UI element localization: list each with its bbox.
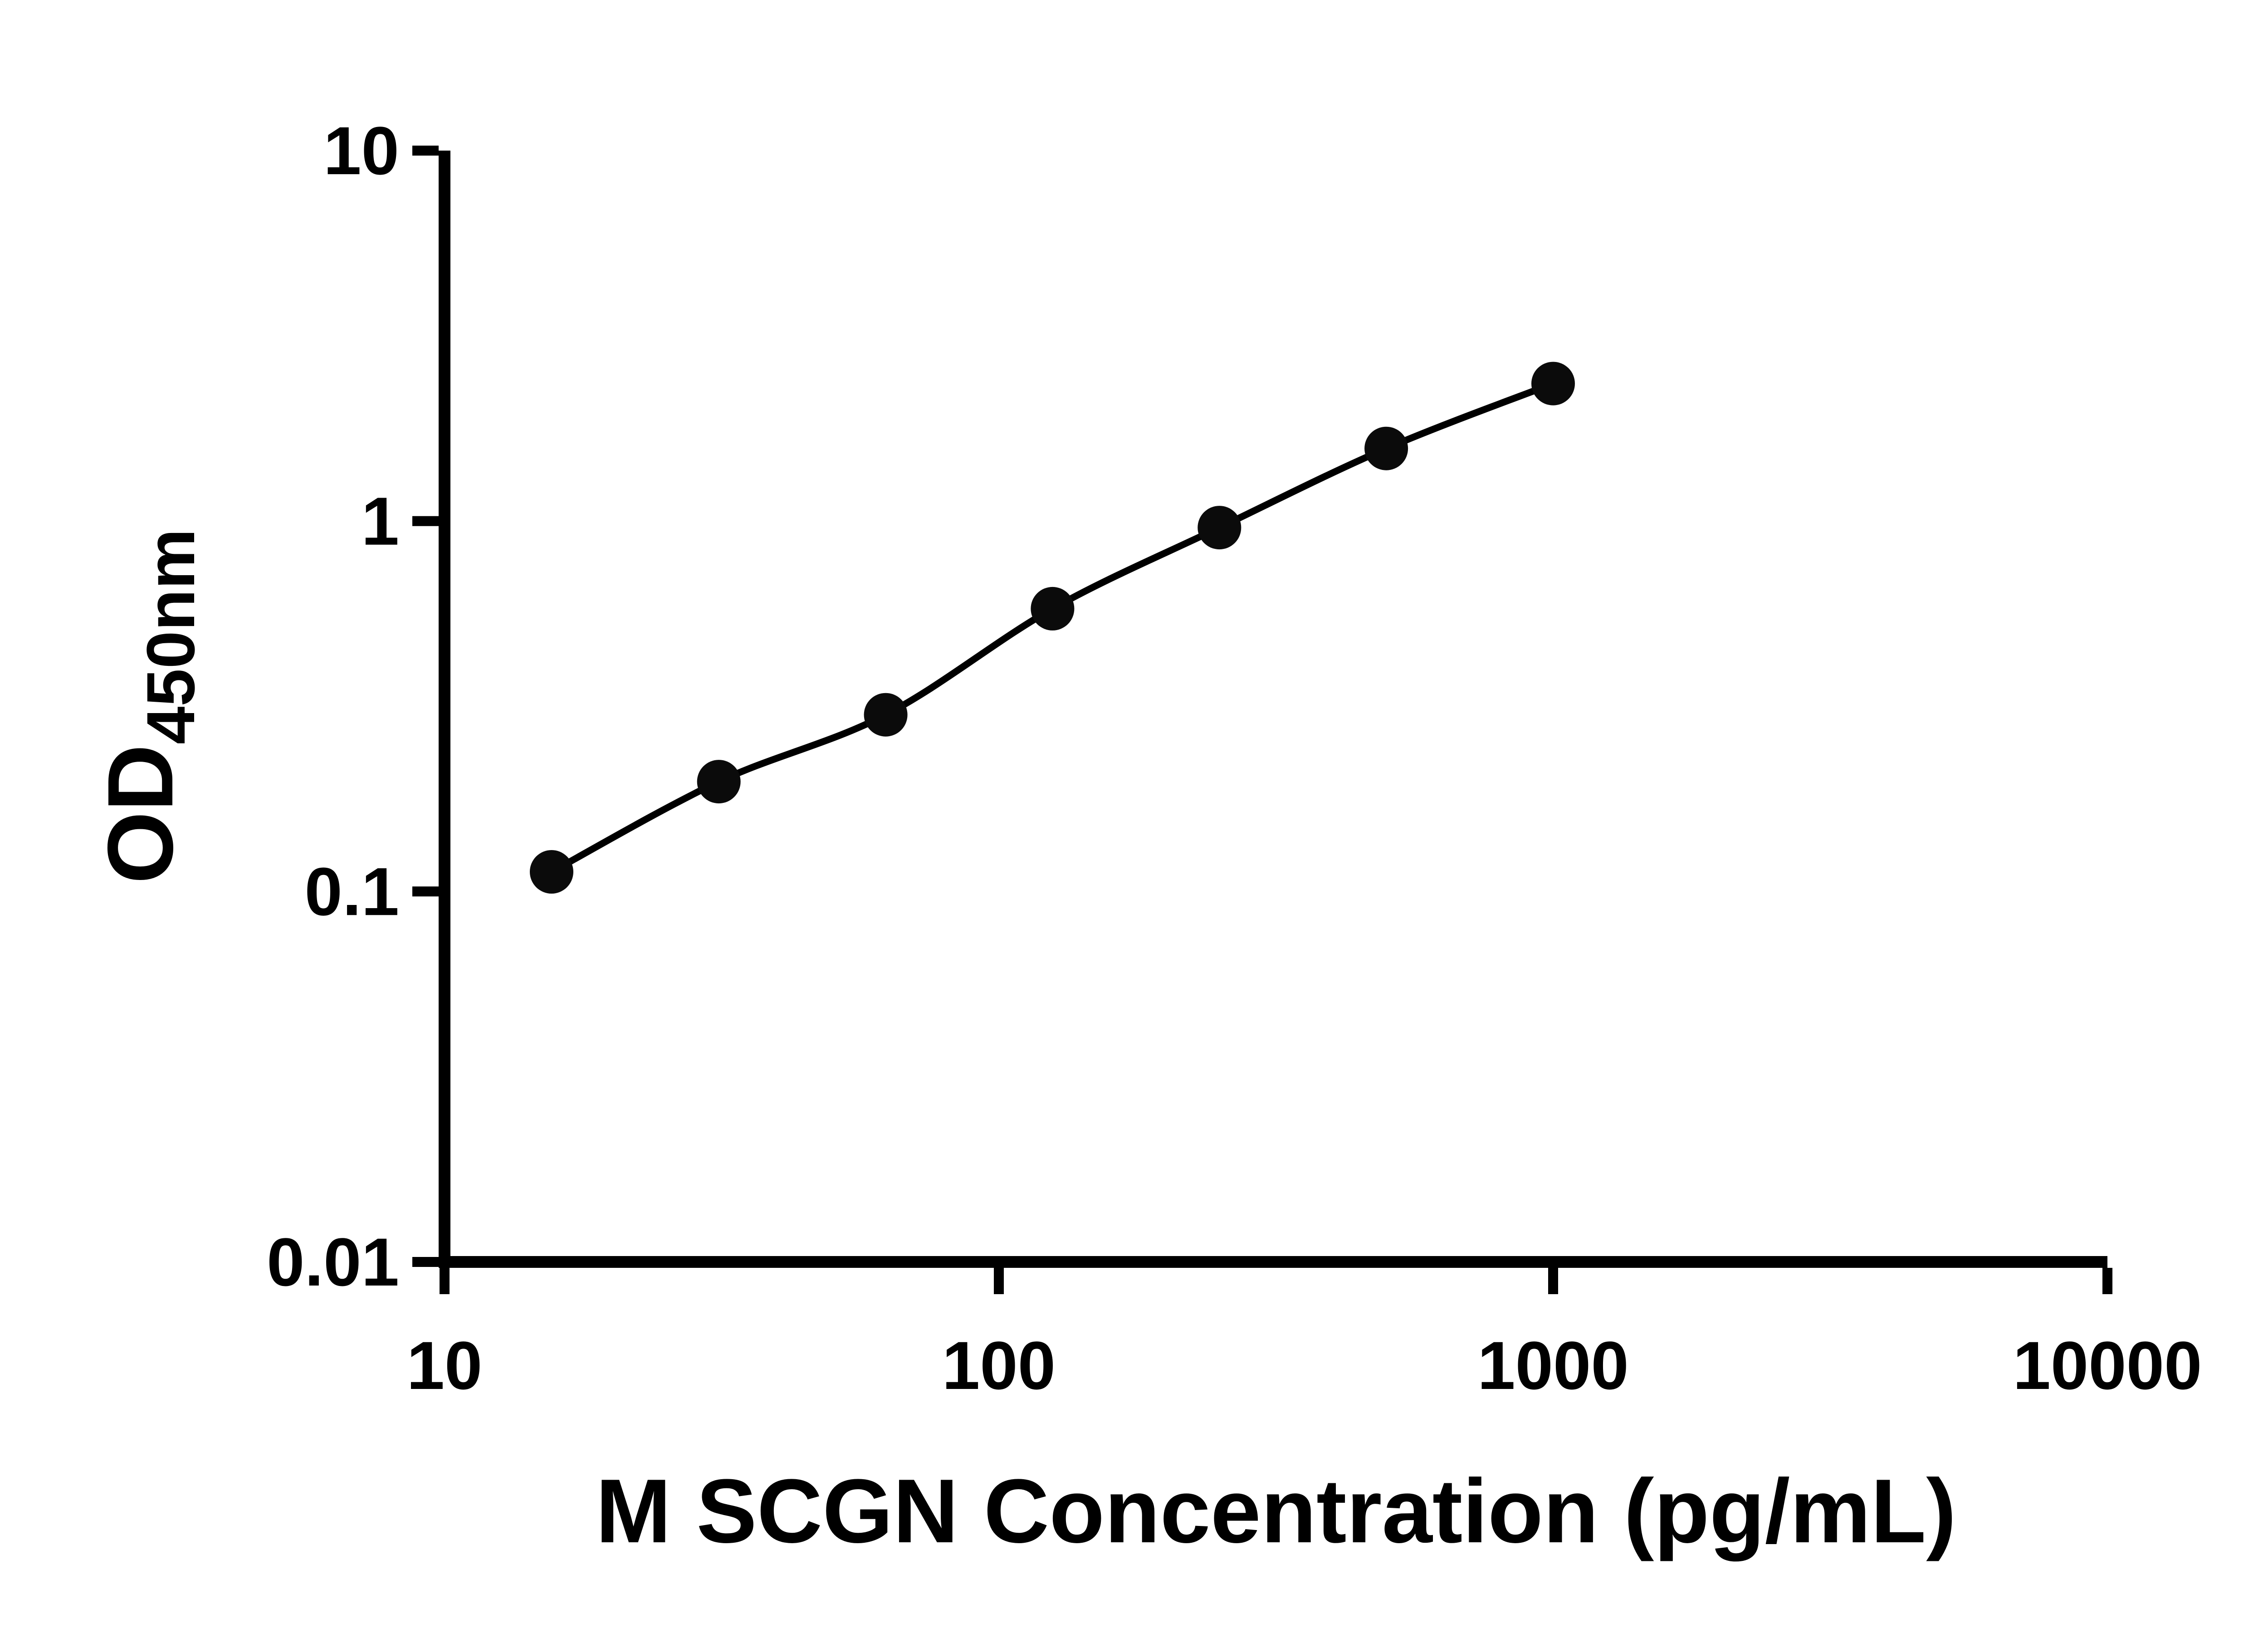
x-tick-label: 10: [407, 1327, 483, 1403]
data-point: [530, 850, 573, 894]
axes-lines: [439, 151, 2107, 1268]
plot-area: 10 100 1000 10000 0.01 0.1 1 10: [267, 112, 2202, 1403]
y-tick-label: 0.01: [267, 1224, 399, 1300]
data-points: [530, 362, 1575, 894]
y-tick-label: 10: [323, 112, 399, 189]
data-point: [864, 693, 908, 737]
data-point: [1031, 587, 1075, 631]
x-axis-tick-labels: 10 100 1000 10000: [407, 1327, 2202, 1403]
y-axis-title: OD450nm: [88, 529, 209, 884]
y-tick-label: 1: [362, 483, 399, 559]
data-point: [697, 760, 741, 804]
x-axis-ticks: [440, 1268, 2112, 1294]
y-axis-ticks: [412, 146, 439, 1267]
x-axis-title: M SCGN Concentration (pg/mL): [596, 1461, 1956, 1562]
y-axis-title-subscript: 450nm: [132, 529, 209, 744]
data-point: [1198, 506, 1242, 550]
y-tick-label: 0.1: [304, 853, 399, 929]
x-tick-label: 100: [942, 1327, 1056, 1403]
data-point: [1364, 426, 1408, 470]
x-tick-label: 1000: [1477, 1327, 1629, 1403]
x-tick-label: 10000: [2013, 1327, 2202, 1403]
y-axis-title-main: OD: [88, 744, 192, 884]
data-point: [1531, 362, 1575, 406]
y-axis-tick-labels: 0.01 0.1 1 10: [267, 112, 399, 1300]
